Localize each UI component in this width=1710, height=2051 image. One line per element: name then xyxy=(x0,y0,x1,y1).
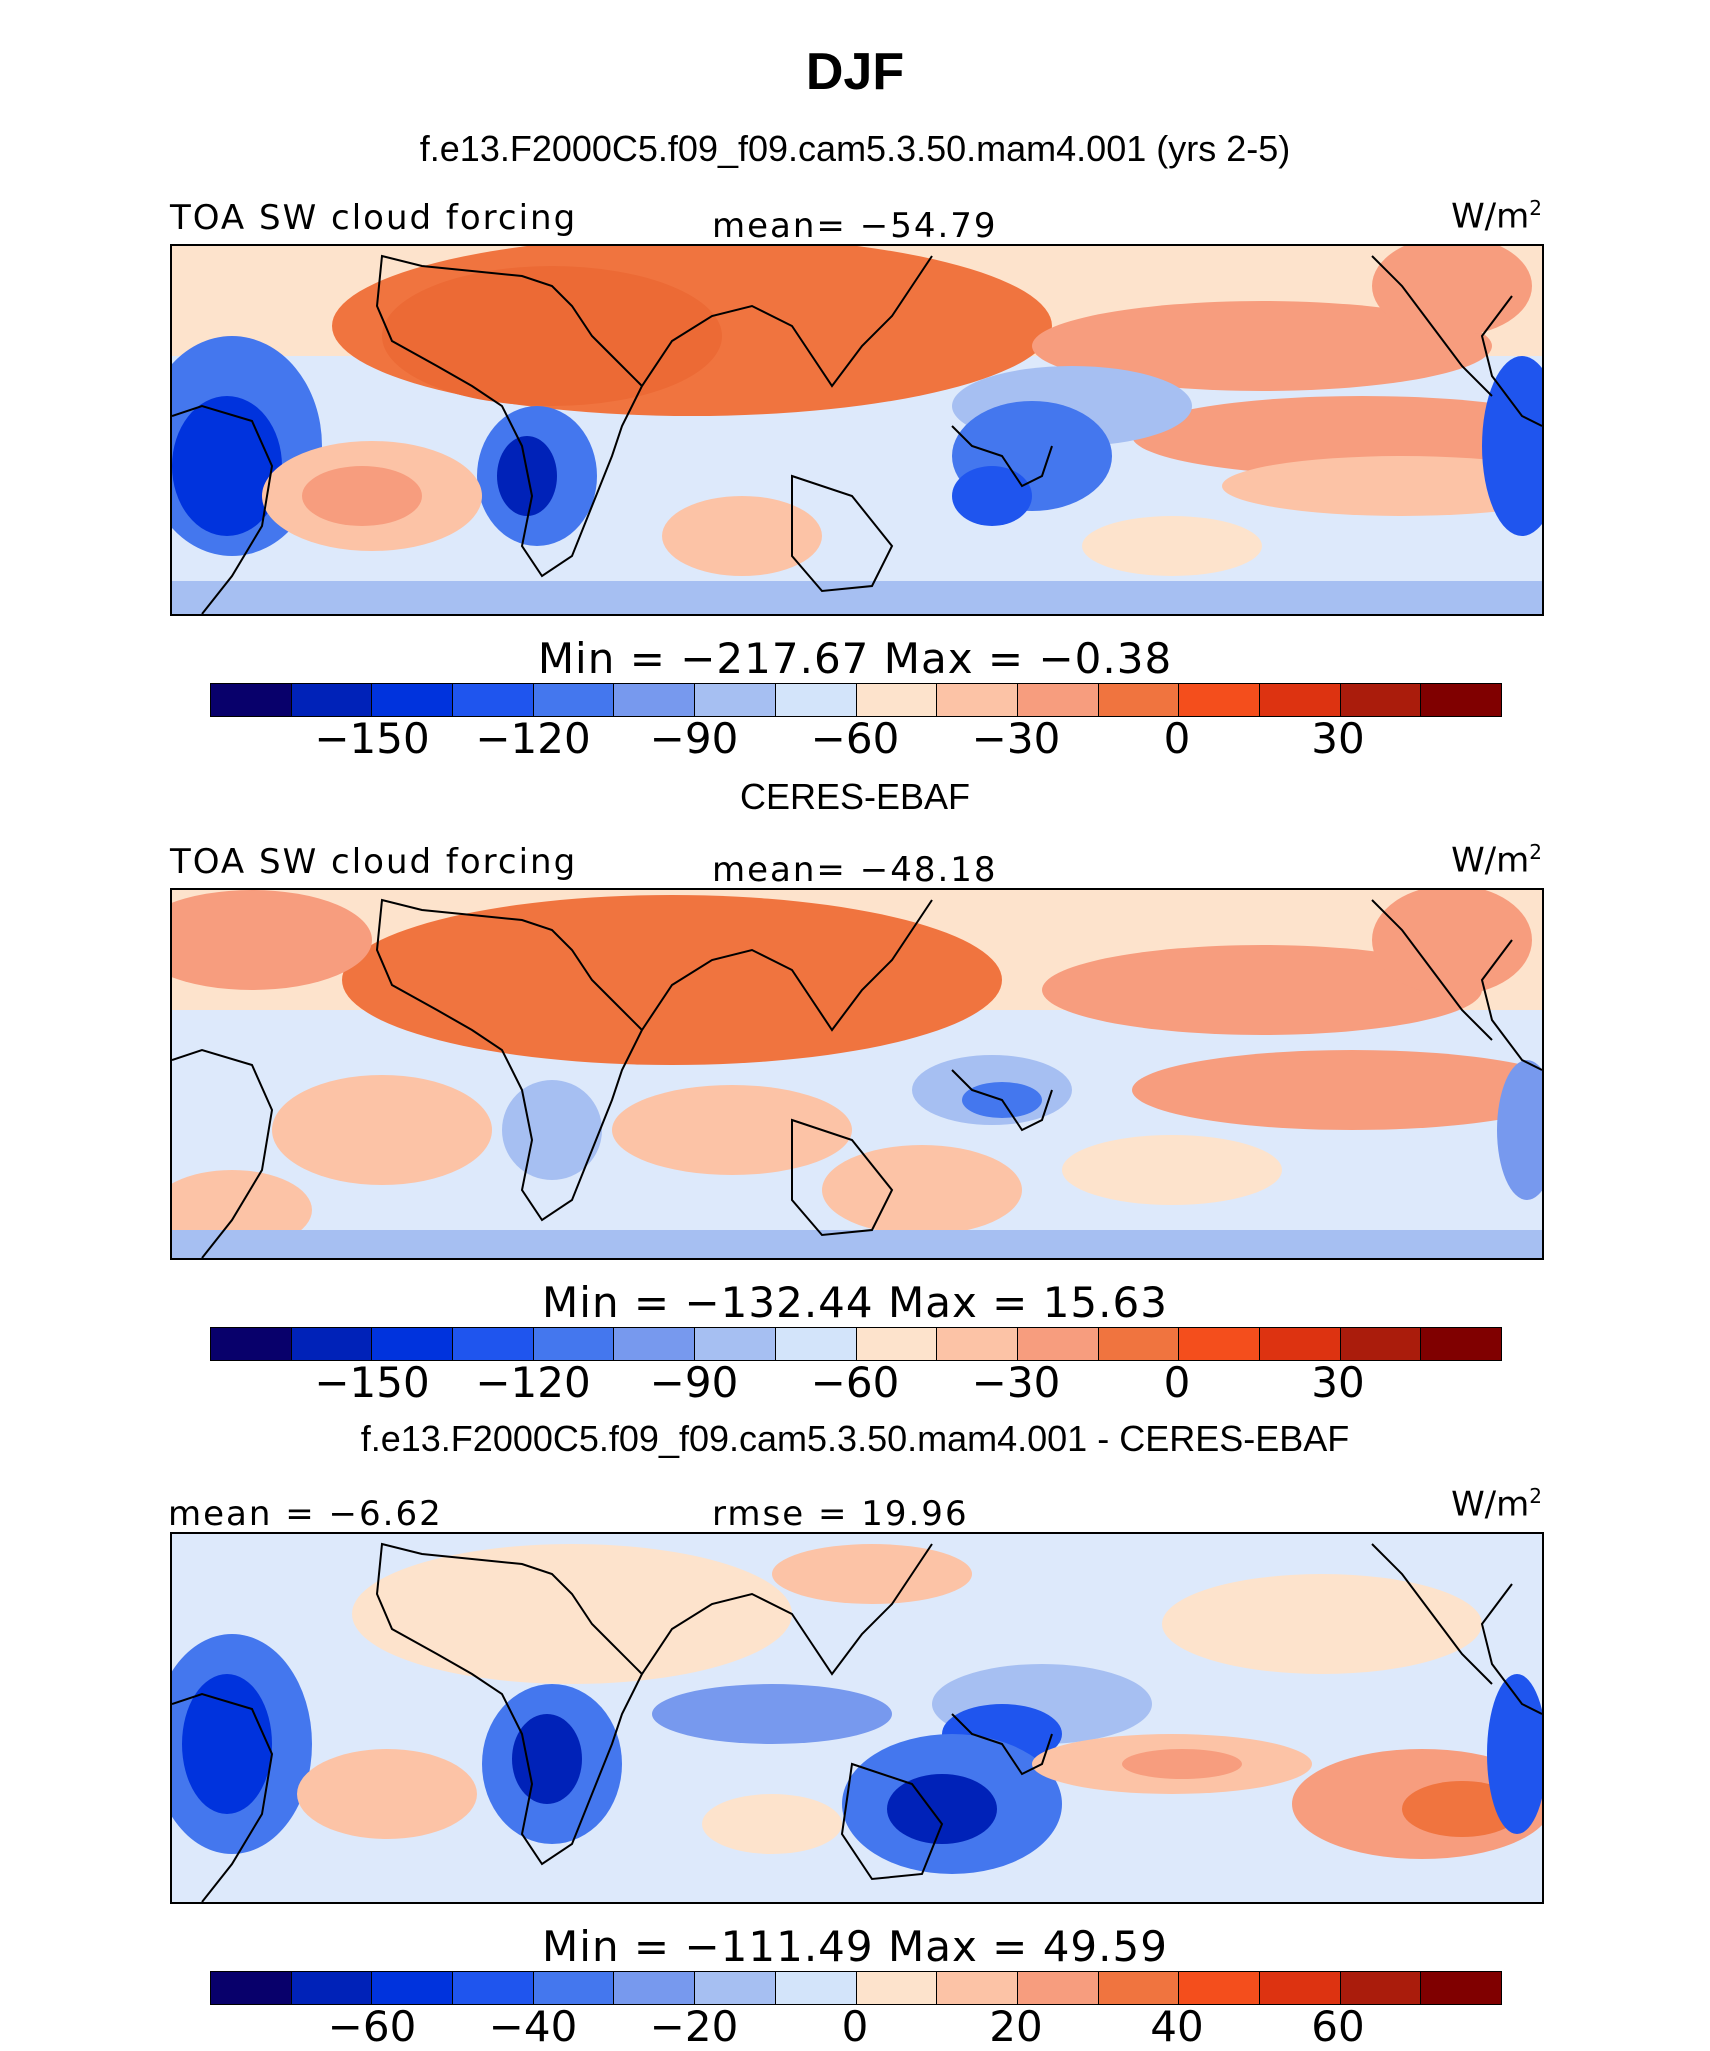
colorbar-swatch xyxy=(1421,1972,1501,2004)
colorbar-swatch xyxy=(856,1328,938,1360)
tick-label: −60 xyxy=(810,1358,900,1407)
colorbar-swatch xyxy=(695,684,776,716)
colorbar-swatch xyxy=(372,684,454,716)
panel-1-ticks: −150 −120 −90 −60 −30 0 30 xyxy=(0,714,1710,774)
colorbar-swatch xyxy=(1259,1972,1341,2004)
panel-2-unit-label: W/m2 xyxy=(1451,840,1542,881)
panel-3-mean-label: mean = −6.62 xyxy=(168,1494,443,1534)
colorbar-swatch xyxy=(614,684,696,716)
panel-2-subtitle: CERES-EBAF xyxy=(739,776,971,817)
colorbar-swatch xyxy=(614,1328,696,1360)
colorbar-swatch xyxy=(533,684,615,716)
panel-2-colorbar xyxy=(210,1327,1502,1361)
colorbar-swatch xyxy=(533,1972,615,2004)
panel-3-unit-label: W/m2 xyxy=(1451,1484,1542,1525)
panel-1-map xyxy=(170,244,1544,616)
tick-label: −150 xyxy=(314,1358,430,1407)
tick-label: 60 xyxy=(1311,2002,1365,2051)
colorbar-swatch xyxy=(1179,1972,1260,2004)
tick-label: −120 xyxy=(475,714,591,763)
panel-3-colorbar xyxy=(210,1971,1502,2005)
colorbar-swatch xyxy=(1340,1972,1422,2004)
tick-label: 0 xyxy=(1163,714,1191,763)
panel-1-subtitle: f.e13.F2000C5.f09_f09.cam5.3.50.mam4.001… xyxy=(419,128,1291,169)
colorbar-swatch xyxy=(372,1328,454,1360)
colorbar-swatch xyxy=(453,1972,534,2004)
colorbar-swatch xyxy=(211,1328,292,1360)
colorbar-swatch xyxy=(614,1972,696,2004)
colorbar-swatch xyxy=(1421,1328,1501,1360)
panel-1-variable-label: TOA SW cloud forcing xyxy=(170,198,578,238)
panel-3-subtitle: f.e13.F2000C5.f09_f09.cam5.3.50.mam4.001… xyxy=(360,1418,1350,1459)
colorbar-swatch xyxy=(1259,1328,1341,1360)
colorbar-swatch xyxy=(1098,684,1180,716)
colorbar-swatch xyxy=(695,1328,776,1360)
colorbar-swatch xyxy=(453,684,534,716)
panel-3-rmse-label: rmse = 19.96 xyxy=(712,1494,969,1534)
colorbar-swatch xyxy=(1098,1328,1180,1360)
colorbar-swatch xyxy=(291,1328,373,1360)
panel-3-ticks: −60 −40 −20 0 20 40 60 xyxy=(0,2002,1710,2051)
tick-label: −90 xyxy=(649,714,739,763)
colorbar-swatch xyxy=(1340,1328,1422,1360)
colorbar-swatch xyxy=(775,1328,857,1360)
colorbar-swatch xyxy=(775,684,857,716)
tick-label: 40 xyxy=(1150,2002,1204,2051)
panel-2-variable-label: TOA SW cloud forcing xyxy=(170,842,578,882)
panel-1-mean-label: mean= −54.79 xyxy=(712,206,998,246)
colorbar-swatch xyxy=(937,1328,1018,1360)
colorbar-swatch xyxy=(533,1328,615,1360)
colorbar-swatch xyxy=(775,1972,857,2004)
colorbar-swatch xyxy=(372,1972,454,2004)
colorbar-swatch xyxy=(1179,1328,1260,1360)
colorbar-swatch xyxy=(1259,684,1341,716)
tick-label: −150 xyxy=(314,714,430,763)
colorbar-swatch xyxy=(291,684,373,716)
tick-label: −120 xyxy=(475,1358,591,1407)
panel-2-min-max: Min = −132.44 Max = 15.63 xyxy=(542,1278,1168,1327)
tick-label: 0 xyxy=(1163,1358,1191,1407)
colorbar-swatch xyxy=(856,1972,938,2004)
tick-label: 20 xyxy=(989,2002,1043,2051)
colorbar-swatch xyxy=(1098,1972,1180,2004)
figure-title: DJF xyxy=(805,43,905,101)
colorbar-swatch xyxy=(937,684,1018,716)
panel-3-min-max: Min = −111.49 Max = 49.59 xyxy=(542,1922,1168,1971)
colorbar-swatch xyxy=(1017,1972,1099,2004)
panel-1-unit-label: W/m2 xyxy=(1451,196,1542,237)
panel-1-colorbar xyxy=(210,683,1502,717)
tick-label: −30 xyxy=(971,714,1061,763)
tick-label: 30 xyxy=(1311,1358,1365,1407)
tick-label: −40 xyxy=(488,2002,578,2051)
colorbar-swatch xyxy=(453,1328,534,1360)
colorbar-swatch xyxy=(856,684,938,716)
tick-label: −60 xyxy=(327,2002,417,2051)
tick-label: −90 xyxy=(649,1358,739,1407)
panel-3-map xyxy=(170,1532,1544,1904)
colorbar-swatch xyxy=(1017,1328,1099,1360)
tick-label: 30 xyxy=(1311,714,1365,763)
colorbar-swatch xyxy=(937,1972,1018,2004)
panel-2-map xyxy=(170,888,1544,1260)
colorbar-swatch xyxy=(1017,684,1099,716)
panel-2-mean-label: mean= −48.18 xyxy=(712,850,998,890)
panel-2-ticks: −150 −120 −90 −60 −30 0 30 xyxy=(0,1358,1710,1418)
colorbar-swatch xyxy=(1179,684,1260,716)
colorbar-swatch xyxy=(211,684,292,716)
colorbar-swatch xyxy=(291,1972,373,2004)
colorbar-swatch xyxy=(695,1972,776,2004)
panel-1-min-max: Min = −217.67 Max = −0.38 xyxy=(537,634,1173,683)
tick-label: −60 xyxy=(810,714,900,763)
tick-label: −30 xyxy=(971,1358,1061,1407)
tick-label: 0 xyxy=(841,2002,869,2051)
colorbar-swatch xyxy=(211,1972,292,2004)
colorbar-swatch xyxy=(1340,684,1422,716)
tick-label: −20 xyxy=(649,2002,739,2051)
colorbar-swatch xyxy=(1421,684,1501,716)
